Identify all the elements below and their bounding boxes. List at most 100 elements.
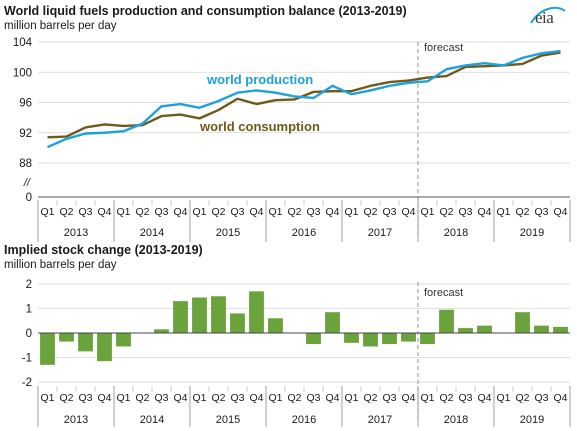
- stock-change-bar: [211, 296, 226, 333]
- y-tick-label: -1: [22, 353, 32, 365]
- year-tick-label: 2017: [368, 227, 392, 239]
- stock-change-bar: [439, 309, 454, 333]
- stock-change-bar: [420, 333, 435, 345]
- quarter-tick-label: Q4: [401, 392, 415, 404]
- stock-change-bar: [230, 313, 245, 333]
- quarter-tick-label: Q2: [211, 206, 225, 218]
- quarter-tick-label: Q2: [211, 392, 225, 404]
- year-tick-label: 2014: [140, 227, 164, 239]
- quarter-tick-label: Q1: [496, 392, 510, 404]
- year-tick-label: 2018: [444, 414, 468, 426]
- quarter-tick-label: Q3: [78, 392, 92, 404]
- top-chart-unit-label: million barrels per day: [4, 20, 117, 32]
- stock-change-bar: [401, 333, 416, 342]
- y-tick-label: -2: [22, 377, 32, 389]
- quarter-tick-label: Q2: [515, 206, 529, 218]
- y-tick-label: 100: [13, 67, 32, 79]
- forecast-label: forecast: [424, 287, 463, 299]
- quarter-tick-label: Q2: [135, 392, 149, 404]
- quarter-tick-label: Q3: [230, 392, 244, 404]
- quarter-tick-label: Q3: [78, 206, 92, 218]
- axis-break-symbol: //: [23, 177, 31, 189]
- quarter-tick-label: Q1: [192, 206, 206, 218]
- quarter-tick-label: Q3: [306, 206, 320, 218]
- world-production-series-label: world production: [206, 72, 313, 87]
- quarter-tick-label: Q1: [116, 392, 130, 404]
- stock-change-bar: [268, 318, 283, 333]
- eia-logo-swoosh: [530, 6, 566, 24]
- stock-change-bar: [344, 333, 359, 343]
- quarter-tick-label: Q2: [439, 392, 453, 404]
- quarter-tick-label: Q1: [344, 392, 358, 404]
- quarter-tick-label: Q1: [40, 392, 54, 404]
- quarter-tick-label: Q1: [496, 206, 510, 218]
- stock-change-bar: [534, 325, 549, 333]
- quarter-tick-label: Q1: [268, 392, 282, 404]
- quarter-tick-label: Q2: [363, 206, 377, 218]
- stock-change-bar: [173, 301, 188, 333]
- stock-change-bar: [40, 333, 55, 365]
- quarter-tick-label: Q2: [439, 206, 453, 218]
- stock-change-bar: [325, 312, 340, 333]
- year-tick-label: 2016: [292, 227, 316, 239]
- quarter-tick-label: Q4: [249, 206, 263, 218]
- world-consumption-line: [47, 51, 561, 139]
- stock-change-bar: [249, 291, 264, 333]
- quarter-tick-label: Q3: [458, 392, 472, 404]
- quarter-tick-label: Q2: [135, 206, 149, 218]
- y-tick-label: 104: [13, 37, 33, 49]
- year-tick-label: 2015: [216, 227, 240, 239]
- quarter-tick-label: Q4: [249, 392, 263, 404]
- world-consumption-series-label: world consumption: [199, 119, 320, 134]
- stock-change-bar: [116, 333, 131, 347]
- quarter-tick-label: Q1: [192, 392, 206, 404]
- forecast-label: forecast: [424, 42, 463, 54]
- year-tick-label: 2018: [444, 227, 468, 239]
- quarter-tick-label: Q4: [401, 206, 415, 218]
- stock-change-bar: [192, 297, 207, 333]
- quarter-tick-label: Q4: [477, 392, 491, 404]
- stock-change-bar: [78, 333, 93, 352]
- y-tick-label: 1: [26, 304, 32, 316]
- quarter-tick-label: Q4: [97, 206, 111, 218]
- y-tick-label: 0: [26, 328, 32, 340]
- quarter-tick-label: Q1: [268, 206, 282, 218]
- top-chart-title: World liquid fuels production and consum…: [4, 4, 407, 18]
- year-tick-label: 2017: [368, 414, 392, 426]
- y-baseline-label: 0: [26, 192, 32, 204]
- stock-change-bar: [97, 333, 112, 362]
- stock-change-bar: [306, 333, 321, 345]
- quarter-tick-label: Q1: [420, 206, 434, 218]
- quarter-tick-label: Q2: [287, 392, 301, 404]
- quarter-tick-label: Q1: [116, 206, 130, 218]
- quarter-tick-label: Q4: [97, 392, 111, 404]
- quarter-tick-label: Q3: [534, 206, 548, 218]
- quarter-tick-label: Q3: [458, 206, 472, 218]
- y-tick-label: 88: [19, 158, 32, 170]
- quarter-tick-label: Q3: [382, 206, 396, 218]
- quarter-tick-label: Q1: [40, 206, 54, 218]
- quarter-tick-label: Q2: [59, 206, 73, 218]
- quarter-tick-label: Q1: [420, 392, 434, 404]
- year-tick-label: 2013: [64, 227, 88, 239]
- stock-change-bar: [363, 333, 378, 347]
- quarter-tick-label: Q4: [325, 206, 339, 218]
- eia-logo-text: eia: [535, 8, 554, 27]
- year-tick-label: 2013: [64, 414, 88, 426]
- quarter-tick-label: Q3: [534, 392, 548, 404]
- stock-change-bar: [59, 333, 74, 342]
- y-tick-label: 2: [26, 279, 32, 291]
- stock-change-bar: [154, 329, 169, 333]
- quarter-tick-label: Q3: [230, 206, 244, 218]
- year-tick-label: 2014: [140, 414, 164, 426]
- quarter-tick-label: Q4: [553, 392, 567, 404]
- world-production-line: [47, 49, 561, 149]
- quarter-tick-label: Q3: [154, 392, 168, 404]
- quarter-tick-label: Q4: [553, 206, 567, 218]
- eia-logo: eia: [527, 3, 567, 29]
- quarter-tick-label: Q2: [59, 392, 73, 404]
- bottom-chart-title: Implied stock change (2013-2019): [4, 243, 203, 257]
- y-tick-label: 96: [19, 98, 32, 110]
- quarter-tick-label: Q4: [173, 392, 187, 404]
